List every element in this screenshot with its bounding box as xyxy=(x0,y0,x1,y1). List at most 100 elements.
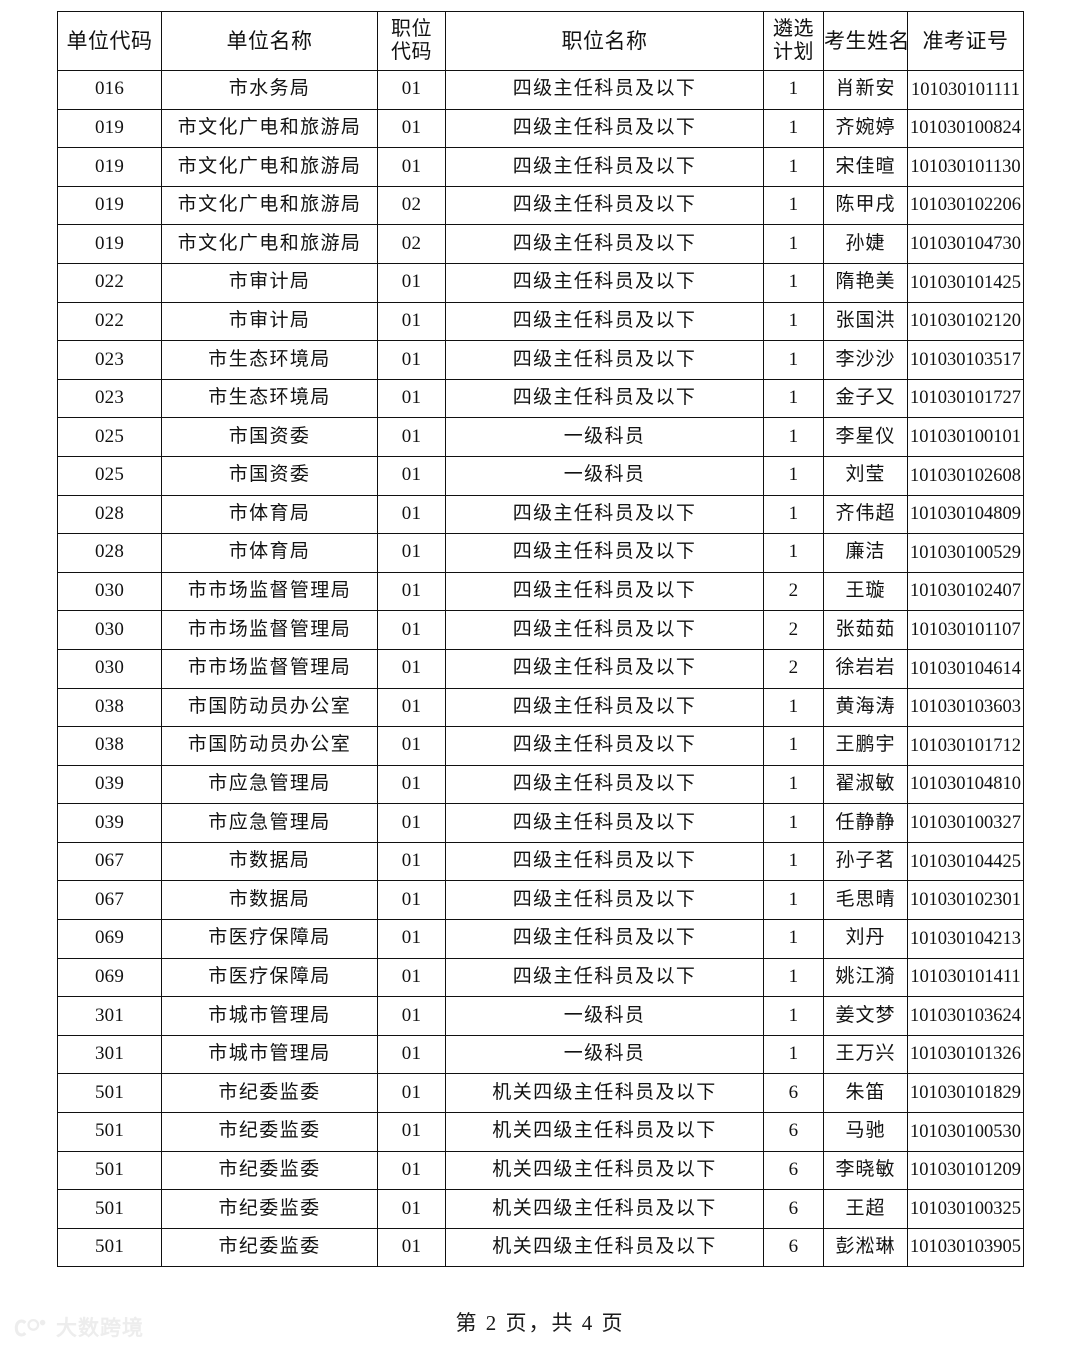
cell-plan: 1 xyxy=(763,996,824,1036)
cell-post_code: 01 xyxy=(377,494,446,535)
cell-unit_name: 市生态环境局 xyxy=(161,378,378,419)
cell-post_name: 四级主任科员及以下 xyxy=(445,108,764,149)
cell-candidate: 隋艳美 xyxy=(823,262,908,303)
cell-candidate: 李晓敏 xyxy=(823,1150,908,1191)
cell-plan: 1 xyxy=(763,108,824,149)
table-row: 019 市文化广电和旅游局 02 四级主任科员及以下 1 陈甲戌 101030102206 xyxy=(57,185,1024,226)
cell-post_name: 四级主任科员及以下 xyxy=(445,147,764,187)
cell-unit_name: 市数据局 xyxy=(161,880,378,921)
cell-plan: 6 xyxy=(763,1073,824,1114)
column-header-ticket: 准考证号 xyxy=(907,11,1024,71)
cell-post_code: 01 xyxy=(377,726,446,766)
cell-plan: 1 xyxy=(763,533,824,573)
cell-candidate: 朱笛 xyxy=(823,1073,908,1114)
cell-unit_name: 市文化广电和旅游局 xyxy=(161,147,378,187)
cell-unit_code: 030 xyxy=(57,610,162,650)
cell-unit_name: 市医疗保障局 xyxy=(161,957,378,998)
cell-unit_code: 022 xyxy=(57,301,162,342)
cell-ticket: 101030103905 xyxy=(907,1227,1024,1268)
cell-plan: 1 xyxy=(763,726,824,766)
cell-unit_name: 市文化广电和旅游局 xyxy=(161,185,378,226)
cell-post_code: 01 xyxy=(377,417,446,457)
cell-post_name: 四级主任科员及以下 xyxy=(445,919,764,959)
cell-post_name: 一级科员 xyxy=(445,1034,764,1075)
cell-ticket: 101030103624 xyxy=(907,996,1024,1036)
watermark-logo-icon xyxy=(14,1318,46,1337)
cell-unit_name: 市国资委 xyxy=(161,455,378,496)
cell-post_name: 四级主任科员及以下 xyxy=(445,841,764,882)
cell-post_name: 四级主任科员及以下 xyxy=(445,340,764,380)
cell-unit_code: 019 xyxy=(57,185,162,226)
cell-candidate: 张茹茹 xyxy=(823,610,908,650)
cell-ticket: 101030101209 xyxy=(907,1150,1024,1191)
cell-candidate: 王璇 xyxy=(823,571,908,612)
cell-unit_code: 301 xyxy=(57,1034,162,1075)
cell-post_code: 01 xyxy=(377,378,446,419)
cell-ticket: 101030101425 xyxy=(907,262,1024,303)
cell-ticket: 101030102608 xyxy=(907,455,1024,496)
cell-unit_code: 067 xyxy=(57,880,162,921)
cell-candidate: 宋佳暄 xyxy=(823,147,908,187)
table-row: 019 市文化广电和旅游局 02 四级主任科员及以下 1 孙婕 101030104730 xyxy=(57,224,1024,264)
cell-ticket: 101030104614 xyxy=(907,648,1024,689)
cell-post_code: 02 xyxy=(377,224,446,264)
cell-post_code: 01 xyxy=(377,610,446,650)
column-header-unit_code: 单位代码 xyxy=(57,11,162,71)
cell-post_name: 四级主任科员及以下 xyxy=(445,185,764,226)
cell-ticket: 101030104730 xyxy=(907,224,1024,264)
cell-unit_code: 019 xyxy=(57,147,162,187)
cell-candidate: 孙子茗 xyxy=(823,841,908,882)
cell-unit_code: 023 xyxy=(57,378,162,419)
cell-ticket: 101030101130 xyxy=(907,147,1024,187)
table-row: 030 市市场监督管理局 01 四级主任科员及以下 2 徐岩岩 101030104614 xyxy=(57,648,1024,689)
cell-unit_name: 市市场监督管理局 xyxy=(161,610,378,650)
cell-post_name: 四级主任科员及以下 xyxy=(445,494,764,535)
cell-unit_name: 市应急管理局 xyxy=(161,764,378,805)
cell-unit_name: 市纪委监委 xyxy=(161,1227,378,1268)
cell-post_name: 机关四级主任科员及以下 xyxy=(445,1112,764,1152)
cell-ticket: 101030102206 xyxy=(907,185,1024,226)
cell-ticket: 101030100824 xyxy=(907,108,1024,149)
cell-post_name: 四级主任科员及以下 xyxy=(445,880,764,921)
table-body: 016 市水务局 01 四级主任科员及以下 1 肖新安 101030101111 019 市文化… xyxy=(57,70,1024,1268)
cell-candidate: 李星仪 xyxy=(823,417,908,457)
cell-candidate: 刘莹 xyxy=(823,455,908,496)
column-header-post_code: 职位 代码 xyxy=(377,11,446,71)
cell-post_name: 一级科员 xyxy=(445,996,764,1036)
cell-candidate: 齐伟超 xyxy=(823,494,908,535)
table-row: 030 市市场监督管理局 01 四级主任科员及以下 2 王璇 101030102407 xyxy=(57,571,1024,612)
cell-post_code: 01 xyxy=(377,1034,446,1075)
cell-plan: 1 xyxy=(763,262,824,303)
cell-plan: 1 xyxy=(763,301,824,342)
table-row: 028 市体育局 01 四级主任科员及以下 1 齐伟超 101030104809 xyxy=(57,494,1024,535)
cell-unit_code: 039 xyxy=(57,803,162,843)
cell-ticket: 101030101107 xyxy=(907,610,1024,650)
column-header-post_name: 职位名称 xyxy=(445,11,764,71)
column-header-candidate: 考生姓名 xyxy=(823,11,908,71)
cell-post_code: 01 xyxy=(377,803,446,843)
cell-ticket: 101030101326 xyxy=(907,1034,1024,1075)
cell-unit_name: 市纪委监委 xyxy=(161,1150,378,1191)
cell-unit_name: 市文化广电和旅游局 xyxy=(161,108,378,149)
cell-ticket: 101030103517 xyxy=(907,340,1024,380)
cell-candidate: 陈甲戌 xyxy=(823,185,908,226)
cell-ticket: 101030104213 xyxy=(907,919,1024,959)
cell-post_name: 机关四级主任科员及以下 xyxy=(445,1073,764,1114)
table-row: 022 市审计局 01 四级主任科员及以下 1 隋艳美 101030101425 xyxy=(57,262,1024,303)
cell-plan: 1 xyxy=(763,957,824,998)
cell-ticket: 101030102407 xyxy=(907,571,1024,612)
cell-candidate: 齐婉婷 xyxy=(823,108,908,149)
table-row: 025 市国资委 01 一级科员 1 刘莹 101030102608 xyxy=(57,455,1024,496)
cell-candidate: 刘丹 xyxy=(823,919,908,959)
cell-post_code: 02 xyxy=(377,185,446,226)
cell-post_name: 四级主任科员及以下 xyxy=(445,803,764,843)
table-row: 022 市审计局 01 四级主任科员及以下 1 张国洪 101030102120 xyxy=(57,301,1024,342)
cell-unit_name: 市生态环境局 xyxy=(161,340,378,380)
cell-ticket: 101030104810 xyxy=(907,764,1024,805)
cell-post_code: 01 xyxy=(377,841,446,882)
cell-unit_code: 501 xyxy=(57,1227,162,1268)
cell-ticket: 101030100530 xyxy=(907,1112,1024,1152)
cell-ticket: 101030101111 xyxy=(907,70,1024,110)
cell-post_code: 01 xyxy=(377,1189,446,1229)
table-row: 019 市文化广电和旅游局 01 四级主任科员及以下 1 宋佳暄 101030101130 xyxy=(57,147,1024,187)
